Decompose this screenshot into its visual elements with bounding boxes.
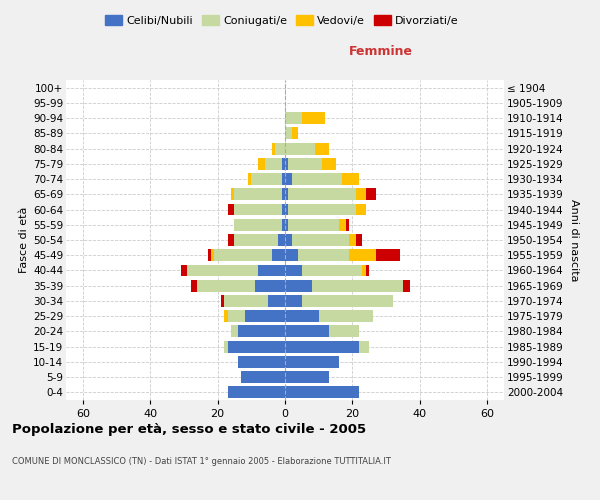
- Bar: [285, 204, 289, 216]
- Bar: [211, 250, 214, 261]
- Bar: [228, 340, 285, 352]
- Bar: [329, 326, 359, 338]
- Bar: [235, 234, 278, 246]
- Bar: [285, 264, 302, 276]
- Bar: [285, 158, 289, 170]
- Bar: [238, 356, 285, 368]
- Bar: [285, 250, 298, 261]
- Bar: [254, 280, 285, 291]
- Bar: [281, 204, 285, 216]
- Bar: [376, 250, 400, 261]
- Bar: [275, 142, 285, 154]
- Bar: [281, 158, 285, 170]
- Bar: [285, 326, 329, 338]
- Text: Popolazione per età, sesso e stato civile - 2005: Popolazione per età, sesso e stato civil…: [12, 422, 366, 436]
- Bar: [285, 340, 359, 352]
- Bar: [285, 234, 292, 246]
- Bar: [214, 250, 272, 261]
- Bar: [285, 173, 292, 185]
- Bar: [289, 219, 339, 230]
- Bar: [228, 204, 235, 216]
- Bar: [366, 264, 369, 276]
- Bar: [285, 188, 289, 200]
- Bar: [235, 204, 281, 216]
- Bar: [285, 112, 302, 124]
- Bar: [285, 280, 312, 291]
- Bar: [228, 234, 235, 246]
- Bar: [281, 188, 285, 200]
- Bar: [292, 173, 342, 185]
- Bar: [349, 250, 376, 261]
- Bar: [312, 280, 403, 291]
- Bar: [302, 264, 362, 276]
- Bar: [187, 264, 258, 276]
- Text: COMUNE DI MONCLASSICO (TN) - Dati ISTAT 1° gennaio 2005 - Elaborazione TUTTITALI: COMUNE DI MONCLASSICO (TN) - Dati ISTAT …: [12, 458, 391, 466]
- Bar: [224, 310, 228, 322]
- Bar: [208, 250, 211, 261]
- Bar: [356, 188, 366, 200]
- Bar: [238, 326, 285, 338]
- Bar: [285, 386, 359, 398]
- Bar: [268, 295, 285, 307]
- Bar: [285, 219, 289, 230]
- Bar: [258, 158, 265, 170]
- Bar: [251, 173, 281, 185]
- Bar: [298, 250, 349, 261]
- Bar: [292, 234, 349, 246]
- Bar: [403, 280, 410, 291]
- Bar: [289, 158, 322, 170]
- Legend: Celibi/Nubili, Coniugati/e, Vedovi/e, Divorziati/e: Celibi/Nubili, Coniugati/e, Vedovi/e, Di…: [101, 10, 463, 30]
- Bar: [289, 188, 356, 200]
- Bar: [258, 264, 285, 276]
- Bar: [362, 264, 366, 276]
- Bar: [235, 188, 281, 200]
- Bar: [181, 264, 187, 276]
- Bar: [346, 219, 349, 230]
- Bar: [322, 158, 335, 170]
- Bar: [285, 142, 316, 154]
- Text: Femmine: Femmine: [349, 44, 413, 58]
- Bar: [349, 234, 356, 246]
- Bar: [292, 128, 298, 140]
- Bar: [285, 371, 329, 383]
- Bar: [285, 310, 319, 322]
- Bar: [224, 295, 268, 307]
- Bar: [241, 371, 285, 383]
- Bar: [319, 310, 373, 322]
- Bar: [228, 386, 285, 398]
- Bar: [245, 310, 285, 322]
- Bar: [197, 280, 254, 291]
- Bar: [224, 340, 228, 352]
- Bar: [285, 128, 292, 140]
- Bar: [339, 219, 346, 230]
- Bar: [285, 356, 339, 368]
- Bar: [248, 173, 251, 185]
- Bar: [316, 142, 329, 154]
- Y-axis label: Fasce di età: Fasce di età: [19, 207, 29, 273]
- Bar: [285, 295, 302, 307]
- Bar: [272, 250, 285, 261]
- Bar: [356, 234, 362, 246]
- Bar: [342, 173, 359, 185]
- Bar: [235, 219, 281, 230]
- Bar: [281, 173, 285, 185]
- Bar: [366, 188, 376, 200]
- Bar: [278, 234, 285, 246]
- Bar: [289, 204, 356, 216]
- Bar: [302, 112, 325, 124]
- Y-axis label: Anni di nascita: Anni di nascita: [569, 198, 579, 281]
- Bar: [359, 340, 369, 352]
- Bar: [356, 204, 366, 216]
- Bar: [231, 188, 235, 200]
- Bar: [302, 295, 393, 307]
- Bar: [272, 142, 275, 154]
- Bar: [265, 158, 281, 170]
- Bar: [191, 280, 197, 291]
- Bar: [228, 310, 245, 322]
- Bar: [281, 219, 285, 230]
- Bar: [231, 326, 238, 338]
- Bar: [221, 295, 224, 307]
